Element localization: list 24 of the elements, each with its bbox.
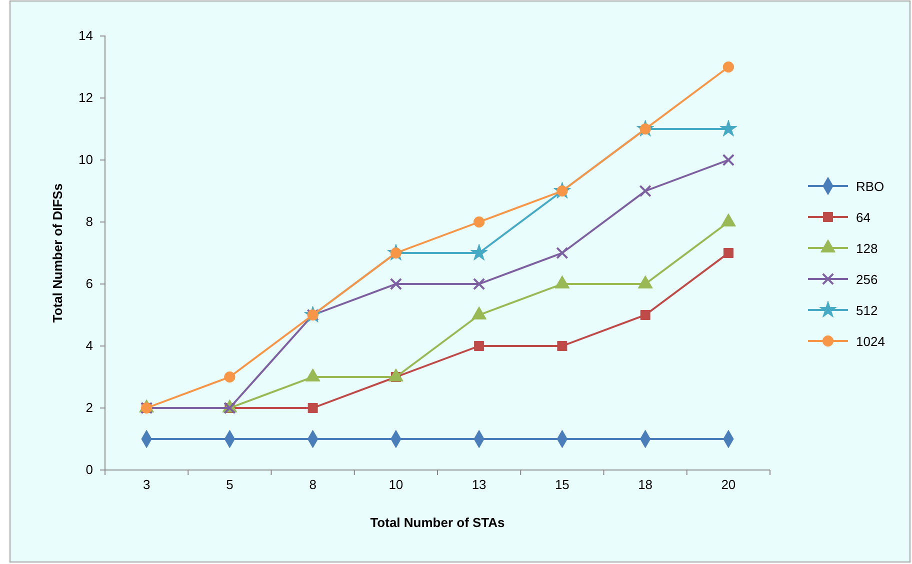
legend-label: 1024 (856, 334, 885, 349)
y-tick-label: 4 (86, 338, 93, 354)
y-tick-label: 2 (86, 400, 93, 416)
y-tick-label: 6 (86, 276, 93, 292)
x-tick-label: 20 (721, 477, 736, 492)
x-tick-label: 15 (554, 477, 570, 492)
y-tick-label: 0 (86, 462, 93, 478)
y-tick-label: 8 (86, 214, 93, 230)
x-tick-label: 10 (388, 477, 404, 492)
x-tick-label: 3 (142, 477, 150, 492)
y-axis-title: Total Number of DIFSs (50, 183, 65, 323)
legend-label: 128 (856, 241, 878, 256)
legend-label: 64 (856, 210, 870, 225)
legend-label: 256 (856, 272, 878, 287)
y-tick-label: 12 (78, 90, 93, 106)
legend-label: RBO (856, 179, 884, 194)
legend-label: 512 (856, 303, 878, 318)
x-tick-label: 13 (472, 477, 486, 492)
x-tick-label: 18 (638, 477, 653, 492)
y-tick-label: 14 (78, 28, 93, 44)
x-axis-title: Total Number of STAs (370, 515, 505, 530)
y-tick-label: 10 (78, 152, 93, 168)
x-tick-label: 8 (309, 477, 316, 492)
x-tick-label: 5 (226, 477, 234, 492)
